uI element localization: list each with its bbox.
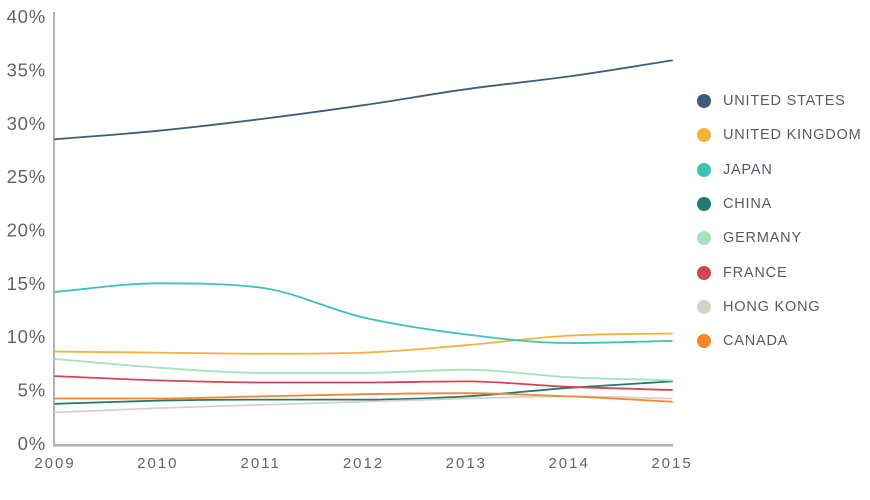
legend-item-hong-kong: HONG KONG xyxy=(697,290,861,324)
legend-swatch-united-kingdom xyxy=(697,128,711,143)
series-line-germany xyxy=(54,358,673,382)
y-tick-label: 40% xyxy=(7,6,46,27)
legend-label-united-states: UNITED STATES xyxy=(723,93,846,110)
legend-item-france: FRANCE xyxy=(697,255,861,289)
legend-item-united-states: UNITED STATES xyxy=(697,84,861,118)
legend-item-united-kingdom: UNITED KINGDOM xyxy=(697,118,861,152)
legend-swatch-united-states xyxy=(697,94,711,109)
series-line-france xyxy=(54,375,673,391)
y-tick-label: 15% xyxy=(7,273,46,294)
legend-item-china: CHINA xyxy=(697,187,861,221)
series-line-japan xyxy=(54,282,673,344)
series-line-canada xyxy=(54,392,673,403)
y-tick-label: 30% xyxy=(7,113,46,134)
legend-label-china: CHINA xyxy=(723,196,773,213)
series-line-united-states xyxy=(54,59,673,141)
y-tick-label: 20% xyxy=(7,220,46,241)
y-tick-label: 35% xyxy=(7,60,46,81)
x-tick-label: 2009 xyxy=(34,455,75,472)
x-tick-label: 2014 xyxy=(548,455,589,472)
legend-label-germany: GERMANY xyxy=(723,230,802,247)
x-tick-label: 2012 xyxy=(343,455,384,472)
legend-swatch-germany xyxy=(697,231,711,246)
legend-label-hong-kong: HONG KONG xyxy=(723,298,821,315)
legend-label-united-kingdom: UNITED KINGDOM xyxy=(723,127,862,144)
y-tick-label: 10% xyxy=(7,326,46,347)
y-tick-label: 5% xyxy=(18,379,46,400)
legend-swatch-japan xyxy=(697,162,711,177)
x-tick-label: 2013 xyxy=(446,455,487,472)
legend-item-germany: GERMANY xyxy=(697,221,861,255)
legend-swatch-china xyxy=(697,197,711,212)
x-tick-label: 2011 xyxy=(241,455,281,472)
legend-item-japan: JAPAN xyxy=(697,153,861,187)
series-line-china xyxy=(54,380,673,405)
legend-swatch-hong-kong xyxy=(697,299,711,314)
chart-legend: UNITED STATES UNITED KINGDOM JAPAN CHINA GER… xyxy=(697,84,861,358)
legend-label-japan: JAPAN xyxy=(723,161,773,178)
legend-swatch-canada xyxy=(697,334,711,349)
x-tick-label: 2015 xyxy=(651,455,692,472)
legend-label-canada: CANADA xyxy=(723,333,789,350)
legend-label-france: FRANCE xyxy=(723,264,788,281)
legend-swatch-france xyxy=(697,265,711,280)
x-tick-label: 2010 xyxy=(137,455,178,472)
y-tick-label: 0% xyxy=(18,433,46,454)
series-line-united-kingdom xyxy=(54,332,673,355)
y-tick-label: 25% xyxy=(7,166,46,187)
legend-item-canada: CANADA xyxy=(697,324,861,358)
